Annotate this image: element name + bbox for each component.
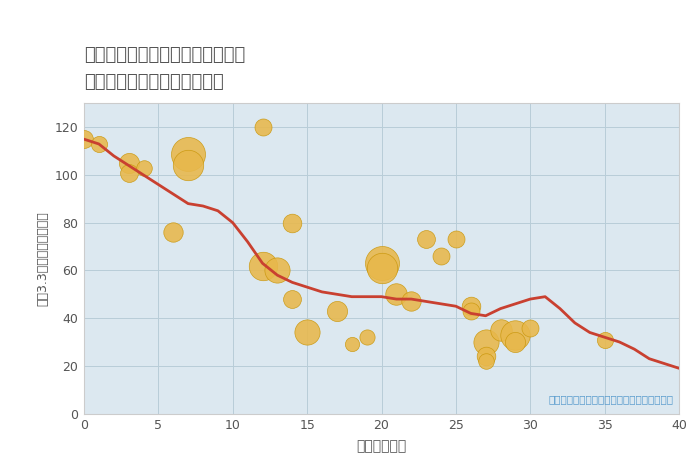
Point [272,266,283,274]
Point [183,162,194,169]
Point [510,338,521,346]
Point [495,326,506,334]
Point [287,295,298,303]
Point [376,259,387,267]
Point [435,252,447,260]
Point [525,324,536,331]
Y-axis label: 坪（3.3㎡）単価（万円）: 坪（3.3㎡）単価（万円） [36,211,49,306]
Point [599,336,610,344]
Point [480,338,491,346]
Point [480,352,491,360]
Point [302,329,313,336]
Text: 愛知県稲沢市祖父江町西鵜之本の
築年数別中古マンション価格: 愛知県稲沢市祖父江町西鵜之本の 築年数別中古マンション価格 [84,47,245,91]
Point [123,169,134,176]
Point [257,262,268,269]
Point [183,150,194,157]
Point [287,219,298,227]
Point [361,334,372,341]
Point [93,140,104,148]
Point [450,235,461,243]
Point [510,331,521,338]
Point [78,135,90,143]
Point [138,164,149,172]
Point [257,124,268,131]
Text: 円の大きさは、取引のあった物件面積を示す: 円の大きさは、取引のあった物件面積を示す [548,394,673,404]
Point [465,307,476,315]
Point [391,290,402,298]
Point [421,235,432,243]
Point [465,303,476,310]
Point [168,228,179,236]
Point [346,341,357,348]
X-axis label: 築年数（年）: 築年数（年） [356,439,407,453]
Point [376,264,387,272]
Point [331,307,342,315]
Point [480,357,491,365]
Point [123,159,134,167]
Point [406,298,417,305]
